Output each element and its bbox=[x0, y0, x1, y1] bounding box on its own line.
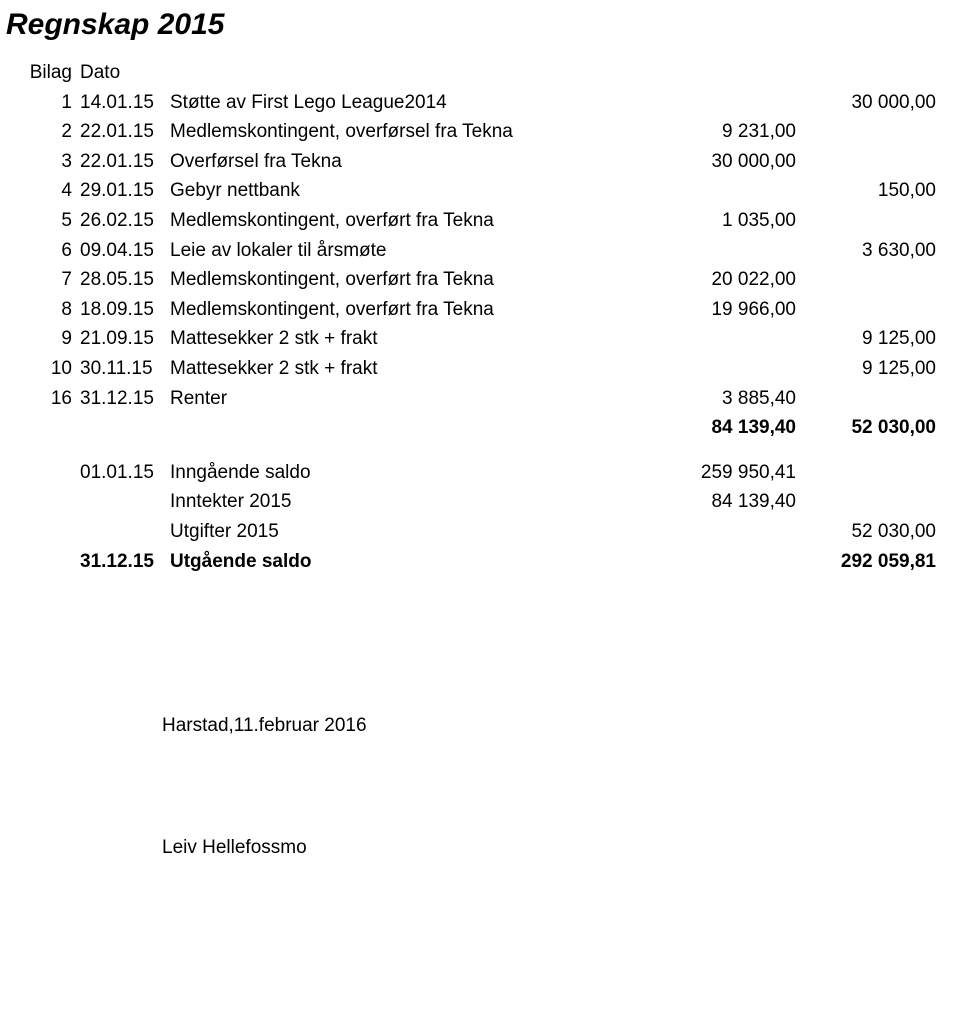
cell-amount2 bbox=[796, 267, 936, 294]
summary-amount1: 84 139,40 bbox=[656, 489, 796, 516]
summary-amount2: 292 059,81 bbox=[796, 549, 936, 576]
cell-dato: 14.01.15 bbox=[80, 90, 170, 117]
cell-bilag: 8 bbox=[24, 297, 80, 324]
cell-bilag: 9 bbox=[24, 326, 80, 353]
summary-desc: Utgående saldo bbox=[170, 549, 656, 576]
summary-desc: Utgifter 2015 bbox=[170, 519, 656, 546]
header-dato: Dato bbox=[80, 60, 170, 87]
table-row: 114.01.15Støtte av First Lego League2014… bbox=[24, 90, 936, 117]
summary-dato: 01.01.15 bbox=[80, 460, 170, 487]
table-row: 921.09.15Mattesekker 2 stk + frakt 9 125,… bbox=[24, 326, 936, 353]
header-a1 bbox=[656, 60, 796, 87]
cell-amount1: 19 966,00 bbox=[656, 297, 796, 324]
cell-desc: Leie av lokaler til årsmøte bbox=[170, 238, 656, 265]
summary-amount1 bbox=[656, 549, 796, 576]
table-row: 609.04.15Leie av lokaler til årsmøte 3 63… bbox=[24, 238, 936, 265]
table-row: 526.02.15Medlemskontingent, overført fra… bbox=[24, 208, 936, 235]
table-row: 1631.12.15Renter3 885,40 bbox=[24, 386, 936, 413]
cell-amount1: 30 000,00 bbox=[656, 149, 796, 176]
cell-dato: 26.02.15 bbox=[80, 208, 170, 235]
table-row: 222.01.15Medlemskontingent, overførsel f… bbox=[24, 119, 936, 146]
cell-dato: 31.12.15 bbox=[80, 386, 170, 413]
summary-dato bbox=[80, 519, 170, 546]
cell-amount1: 3 885,40 bbox=[656, 386, 796, 413]
cell-dato: 18.09.15 bbox=[80, 297, 170, 324]
summary-row: Utgifter 2015 52 030,00 bbox=[24, 519, 936, 546]
cell-bilag: 7 bbox=[24, 267, 80, 294]
cell-dato: 22.01.15 bbox=[80, 149, 170, 176]
summary-amount1 bbox=[656, 519, 796, 546]
cell-amount2: 9 125,00 bbox=[796, 356, 936, 383]
cell-amount1 bbox=[656, 356, 796, 383]
cell-dato: 28.05.15 bbox=[80, 267, 170, 294]
header-desc bbox=[170, 60, 656, 87]
summary-row: 31.12.15Utgående saldo 292 059,81 bbox=[24, 549, 936, 576]
table-row: 322.01.15Overførsel fra Tekna30 000,00 bbox=[24, 149, 936, 176]
footer-location: Harstad,11.februar 2016 bbox=[162, 715, 936, 737]
summary-dato bbox=[80, 489, 170, 516]
header-a2 bbox=[796, 60, 936, 87]
cell-amount2: 9 125,00 bbox=[796, 326, 936, 353]
table-header: Bilag Dato bbox=[24, 60, 936, 87]
cell-amount1: 9 231,00 bbox=[656, 119, 796, 146]
cell-amount2: 30 000,00 bbox=[796, 90, 936, 117]
totals-row: 84 139,40 52 030,00 bbox=[24, 415, 936, 442]
total-a1: 84 139,40 bbox=[656, 415, 796, 442]
table-row: 728.05.15Medlemskontingent, overført fra… bbox=[24, 267, 936, 294]
cell-bilag: 5 bbox=[24, 208, 80, 235]
cell-amount2: 3 630,00 bbox=[796, 238, 936, 265]
summary-amount2: 52 030,00 bbox=[796, 519, 936, 546]
cell-desc: Overførsel fra Tekna bbox=[170, 149, 656, 176]
cell-amount1: 1 035,00 bbox=[656, 208, 796, 235]
cell-bilag: 1 bbox=[24, 90, 80, 117]
cell-amount1: 20 022,00 bbox=[656, 267, 796, 294]
cell-dato: 30.11.15 bbox=[80, 356, 170, 383]
cell-amount1 bbox=[656, 326, 796, 353]
cell-bilag: 16 bbox=[24, 386, 80, 413]
summary-amount2 bbox=[796, 489, 936, 516]
cell-amount2 bbox=[796, 119, 936, 146]
cell-amount2 bbox=[796, 149, 936, 176]
cell-amount2 bbox=[796, 386, 936, 413]
table-row: 1030.11.15Mattesekker 2 stk + frakt 9 125… bbox=[24, 356, 936, 383]
cell-amount2 bbox=[796, 208, 936, 235]
cell-desc: Medlemskontingent, overført fra Tekna bbox=[170, 267, 656, 294]
cell-dato: 09.04.15 bbox=[80, 238, 170, 265]
cell-bilag: 6 bbox=[24, 238, 80, 265]
cell-amount2 bbox=[796, 297, 936, 324]
cell-bilag: 2 bbox=[24, 119, 80, 146]
cell-desc: Mattesekker 2 stk + frakt bbox=[170, 356, 656, 383]
summary-amount1: 259 950,41 bbox=[656, 460, 796, 487]
cell-bilag: 3 bbox=[24, 149, 80, 176]
cell-amount1 bbox=[656, 238, 796, 265]
cell-desc: Renter bbox=[170, 386, 656, 413]
cell-bilag: 4 bbox=[24, 178, 80, 205]
cell-dato: 29.01.15 bbox=[80, 178, 170, 205]
summary-dato: 31.12.15 bbox=[80, 549, 170, 576]
cell-amount1 bbox=[656, 90, 796, 117]
summary-row: 01.01.15Inngående saldo259 950,41 bbox=[24, 460, 936, 487]
cell-bilag: 10 bbox=[24, 356, 80, 383]
summary-desc: Inntekter 2015 bbox=[170, 489, 656, 516]
cell-amount2: 150,00 bbox=[796, 178, 936, 205]
page-title: Regnskap 2015 bbox=[6, 8, 936, 42]
cell-desc: Medlemskontingent, overført fra Tekna bbox=[170, 208, 656, 235]
summary-row: Inntekter 201584 139,40 bbox=[24, 489, 936, 516]
cell-amount1 bbox=[656, 178, 796, 205]
cell-desc: Mattesekker 2 stk + frakt bbox=[170, 326, 656, 353]
cell-desc: Støtte av First Lego League2014 bbox=[170, 90, 656, 117]
cell-desc: Medlemskontingent, overførsel fra Tekna bbox=[170, 119, 656, 146]
table-row: 429.01.15Gebyr nettbank 150,00 bbox=[24, 178, 936, 205]
cell-dato: 22.01.15 bbox=[80, 119, 170, 146]
summary-amount2 bbox=[796, 460, 936, 487]
cell-desc: Medlemskontingent, overført fra Tekna bbox=[170, 297, 656, 324]
table-row: 818.09.15Medlemskontingent, overført fra… bbox=[24, 297, 936, 324]
summary-desc: Inngående saldo bbox=[170, 460, 656, 487]
total-a2: 52 030,00 bbox=[796, 415, 936, 442]
cell-desc: Gebyr nettbank bbox=[170, 178, 656, 205]
header-bilag: Bilag bbox=[24, 60, 80, 87]
cell-dato: 21.09.15 bbox=[80, 326, 170, 353]
footer-name: Leiv Hellefossmo bbox=[162, 837, 936, 859]
